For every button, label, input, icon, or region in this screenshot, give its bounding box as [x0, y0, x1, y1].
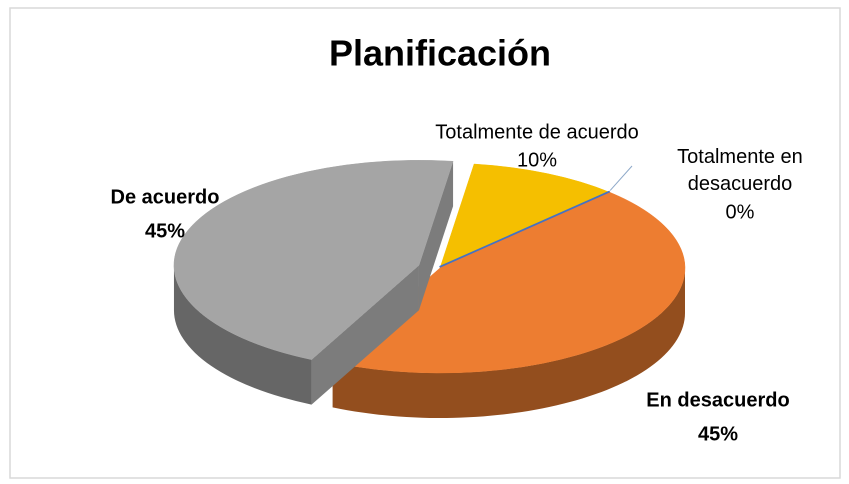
- slice-top: [332, 192, 686, 374]
- chart-title: Planificación: [329, 33, 551, 74]
- slice-wall: [311, 265, 419, 405]
- slice-top: [439, 163, 611, 269]
- data-label-value: 45%: [698, 423, 738, 445]
- slice-side: [173, 265, 312, 405]
- slice-side: [332, 268, 685, 418]
- label-line: Totalmente en: [677, 146, 803, 168]
- leader-line: [609, 165, 633, 191]
- pie-slice: [173, 160, 454, 405]
- data-label-value: 10%: [517, 149, 557, 171]
- data-label-value: 0%: [726, 201, 755, 223]
- data-label-category: Totalmente en desacuerdo: [677, 146, 803, 195]
- slice-top: [173, 160, 454, 360]
- data-label-category: Totalmente de acuerdo: [435, 121, 638, 143]
- data-label-category: En desacuerdo: [646, 389, 789, 411]
- data-label-category: De acuerdo: [111, 186, 220, 208]
- data-label-value: 45%: [145, 220, 185, 242]
- label-line: desacuerdo: [688, 173, 793, 195]
- pie-slice: [439, 163, 611, 269]
- slice-wall: [418, 161, 454, 311]
- pie-slice: [332, 192, 686, 418]
